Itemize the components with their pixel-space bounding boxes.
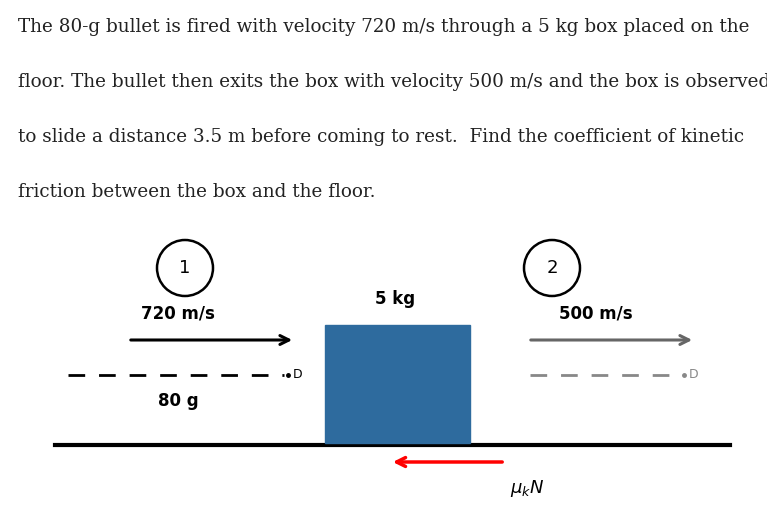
Text: D: D: [293, 368, 303, 381]
Text: D: D: [689, 368, 699, 381]
Text: 5 kg: 5 kg: [375, 290, 415, 308]
Bar: [325, 325, 470, 443]
Text: 80 g: 80 g: [158, 392, 199, 410]
Text: friction between the box and the floor.: friction between the box and the floor.: [18, 183, 376, 201]
Text: floor. The bullet then exits the box with velocity 500 m/s and the box is observ: floor. The bullet then exits the box wit…: [18, 73, 767, 91]
Text: 500 m/s: 500 m/s: [559, 304, 633, 322]
Text: The 80-g bullet is fired with velocity 720 m/s through a 5 kg box placed on the: The 80-g bullet is fired with velocity 7…: [18, 18, 749, 36]
Text: $\mu_k N$: $\mu_k N$: [510, 478, 545, 499]
Text: 1: 1: [179, 259, 191, 277]
Text: to slide a distance 3.5 m before coming to rest.  Find the coefficient of kineti: to slide a distance 3.5 m before coming …: [18, 128, 744, 146]
Text: 720 m/s: 720 m/s: [141, 304, 215, 322]
Text: 2: 2: [546, 259, 558, 277]
